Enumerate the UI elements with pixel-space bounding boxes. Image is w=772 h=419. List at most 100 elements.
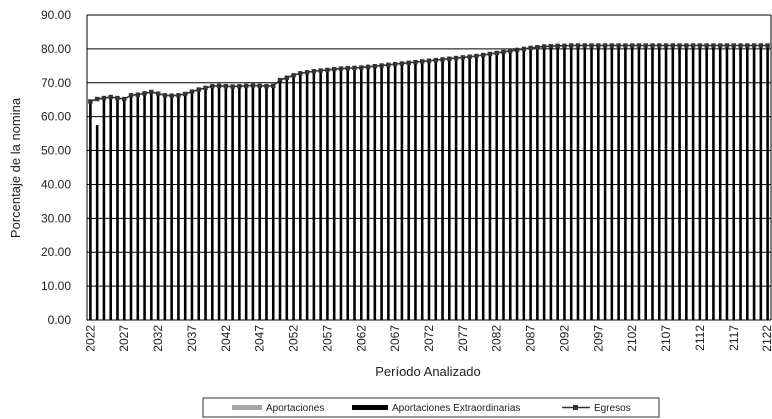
bar-aportaciones-extraordinarias [712, 45, 715, 320]
bar-aportaciones-extraordinarias [718, 45, 722, 320]
bar-aportaciones-extraordinarias [231, 86, 234, 320]
bar-aportaciones-extraordinarias [339, 68, 343, 321]
egresos-point [88, 99, 93, 104]
egresos-point [230, 84, 235, 89]
egresos-point [284, 75, 289, 80]
egresos-point [440, 57, 445, 62]
egresos-point [508, 48, 513, 54]
bar-aportaciones-extraordinarias [238, 86, 241, 321]
bar-aportaciones-extraordinarias [244, 85, 248, 320]
egresos-point [602, 43, 608, 48]
y-tick-labels: 0.00 10.00 20.00 30.00 40.00 50.00 60.00 70.00 8… [41, 8, 71, 327]
legend-label-egresos: Egresos [594, 403, 631, 414]
egresos-point [596, 43, 601, 48]
bar-aportaciones-extraordinarias [583, 45, 587, 320]
legend-swatch-egresos-marker [573, 405, 578, 410]
bar-aportaciones-extraordinarias [725, 45, 729, 320]
bar-aportaciones-extraordinarias [732, 45, 736, 320]
egresos-point [372, 63, 378, 69]
egresos-point [629, 43, 635, 48]
bar-aportaciones-extraordinarias [468, 56, 471, 320]
egresos-point [711, 43, 716, 48]
egresos-point [392, 61, 398, 67]
egresos-point [467, 54, 472, 59]
egresos-point [460, 55, 466, 60]
legend: Aportaciones Aportaciones Extraordinaria… [202, 397, 660, 418]
bar-aportaciones-extraordinarias [495, 52, 499, 320]
bar-aportaciones-extraordinarias [305, 72, 309, 321]
x-tick-label: 2102 [625, 325, 639, 352]
bar-aportaciones-extraordinarias [380, 65, 383, 320]
bar-aportaciones-extraordinarias [116, 98, 119, 321]
bar-aportaciones-extraordinarias [183, 93, 187, 320]
egresos-point [724, 43, 730, 48]
y-tick-label: 60.00 [41, 110, 71, 124]
egresos-point [453, 55, 459, 61]
egresos-point [257, 83, 262, 89]
egresos-point [616, 43, 621, 48]
egresos-point [765, 43, 770, 48]
bar-aportaciones-extraordinarias [150, 91, 153, 320]
bar-aportaciones-extraordinarias [211, 86, 214, 321]
bar-aportaciones-extraordinarias [610, 45, 614, 320]
bar-aportaciones-extraordinarias [576, 45, 580, 320]
egresos-point [155, 91, 161, 96]
egresos-point [338, 66, 344, 71]
egresos-point [115, 95, 120, 101]
bar-aportaciones-extraordinarias [217, 85, 221, 320]
egresos-point [216, 83, 222, 89]
bar-aportaciones-extraordinarias [407, 62, 410, 321]
bar-aportaciones-extraordinarias [746, 45, 749, 320]
x-tick-label: 2087 [524, 325, 538, 352]
egresos-point [250, 83, 256, 88]
bar-aportaciones-extraordinarias [522, 48, 526, 321]
egresos-point [447, 56, 452, 61]
bar-aportaciones-extraordinarias [319, 70, 322, 320]
bar-aportaciones-extraordinarias [366, 66, 370, 320]
egresos-point [731, 43, 736, 48]
bar-aportaciones-extraordinarias [326, 69, 329, 321]
bar-aportaciones-extraordinarias [630, 45, 634, 320]
y-tick-label: 90.00 [41, 8, 71, 22]
egresos-point [135, 92, 140, 97]
bar-aportaciones-extraordinarias [766, 45, 769, 320]
bar-aportaciones-extraordinarias [353, 67, 356, 320]
bar-aportaciones-extraordinarias [637, 45, 641, 320]
egresos-point [623, 43, 628, 48]
bar-aportaciones-extraordinarias [590, 45, 593, 320]
x-tick-label: 2117 [727, 325, 741, 351]
bar-aportaciones-extraordinarias [481, 54, 485, 320]
egresos-point [264, 83, 269, 89]
bar-aportaciones-extraordinarias [542, 46, 546, 321]
egresos-point [677, 43, 682, 48]
egresos-point [182, 91, 188, 97]
x-tick-label: 2042 [219, 325, 233, 352]
x-tick-label: 2082 [490, 325, 504, 352]
egresos-point [359, 65, 364, 70]
x-tick-label: 2067 [388, 325, 402, 352]
bar-aportaciones-extraordinarias [657, 45, 661, 320]
bar-aportaciones-extraordinarias [752, 45, 756, 320]
egresos-point [575, 43, 581, 48]
bar-aportaciones-extraordinarias [556, 45, 559, 320]
bar-aportaciones-extraordinarias [102, 98, 106, 321]
bar-aportaciones-extraordinarias [420, 61, 424, 321]
bar-aportaciones-extraordinarias [156, 93, 160, 320]
egresos-point [379, 63, 384, 68]
bar-aportaciones-extraordinarias [359, 67, 363, 321]
egresos-point [223, 83, 229, 89]
bar-aportaciones-extraordinarias [197, 89, 201, 320]
bar-aportaciones-extraordinarias [312, 71, 316, 320]
egresos-point [745, 43, 750, 48]
egresos-point [541, 44, 547, 49]
bar-aportaciones-extraordinarias [332, 69, 336, 320]
bar-aportaciones-extraordinarias [739, 45, 742, 320]
bar-aportaciones-extraordinarias [224, 86, 228, 321]
egresos-point [325, 67, 330, 73]
bar-aportaciones-extraordinarias [685, 45, 688, 320]
bar-aportaciones-extraordinarias [251, 85, 255, 320]
egresos-point [149, 89, 154, 95]
egresos-point [399, 61, 405, 66]
egresos-point [751, 43, 757, 48]
bar-aportaciones-extraordinarias [515, 49, 519, 321]
